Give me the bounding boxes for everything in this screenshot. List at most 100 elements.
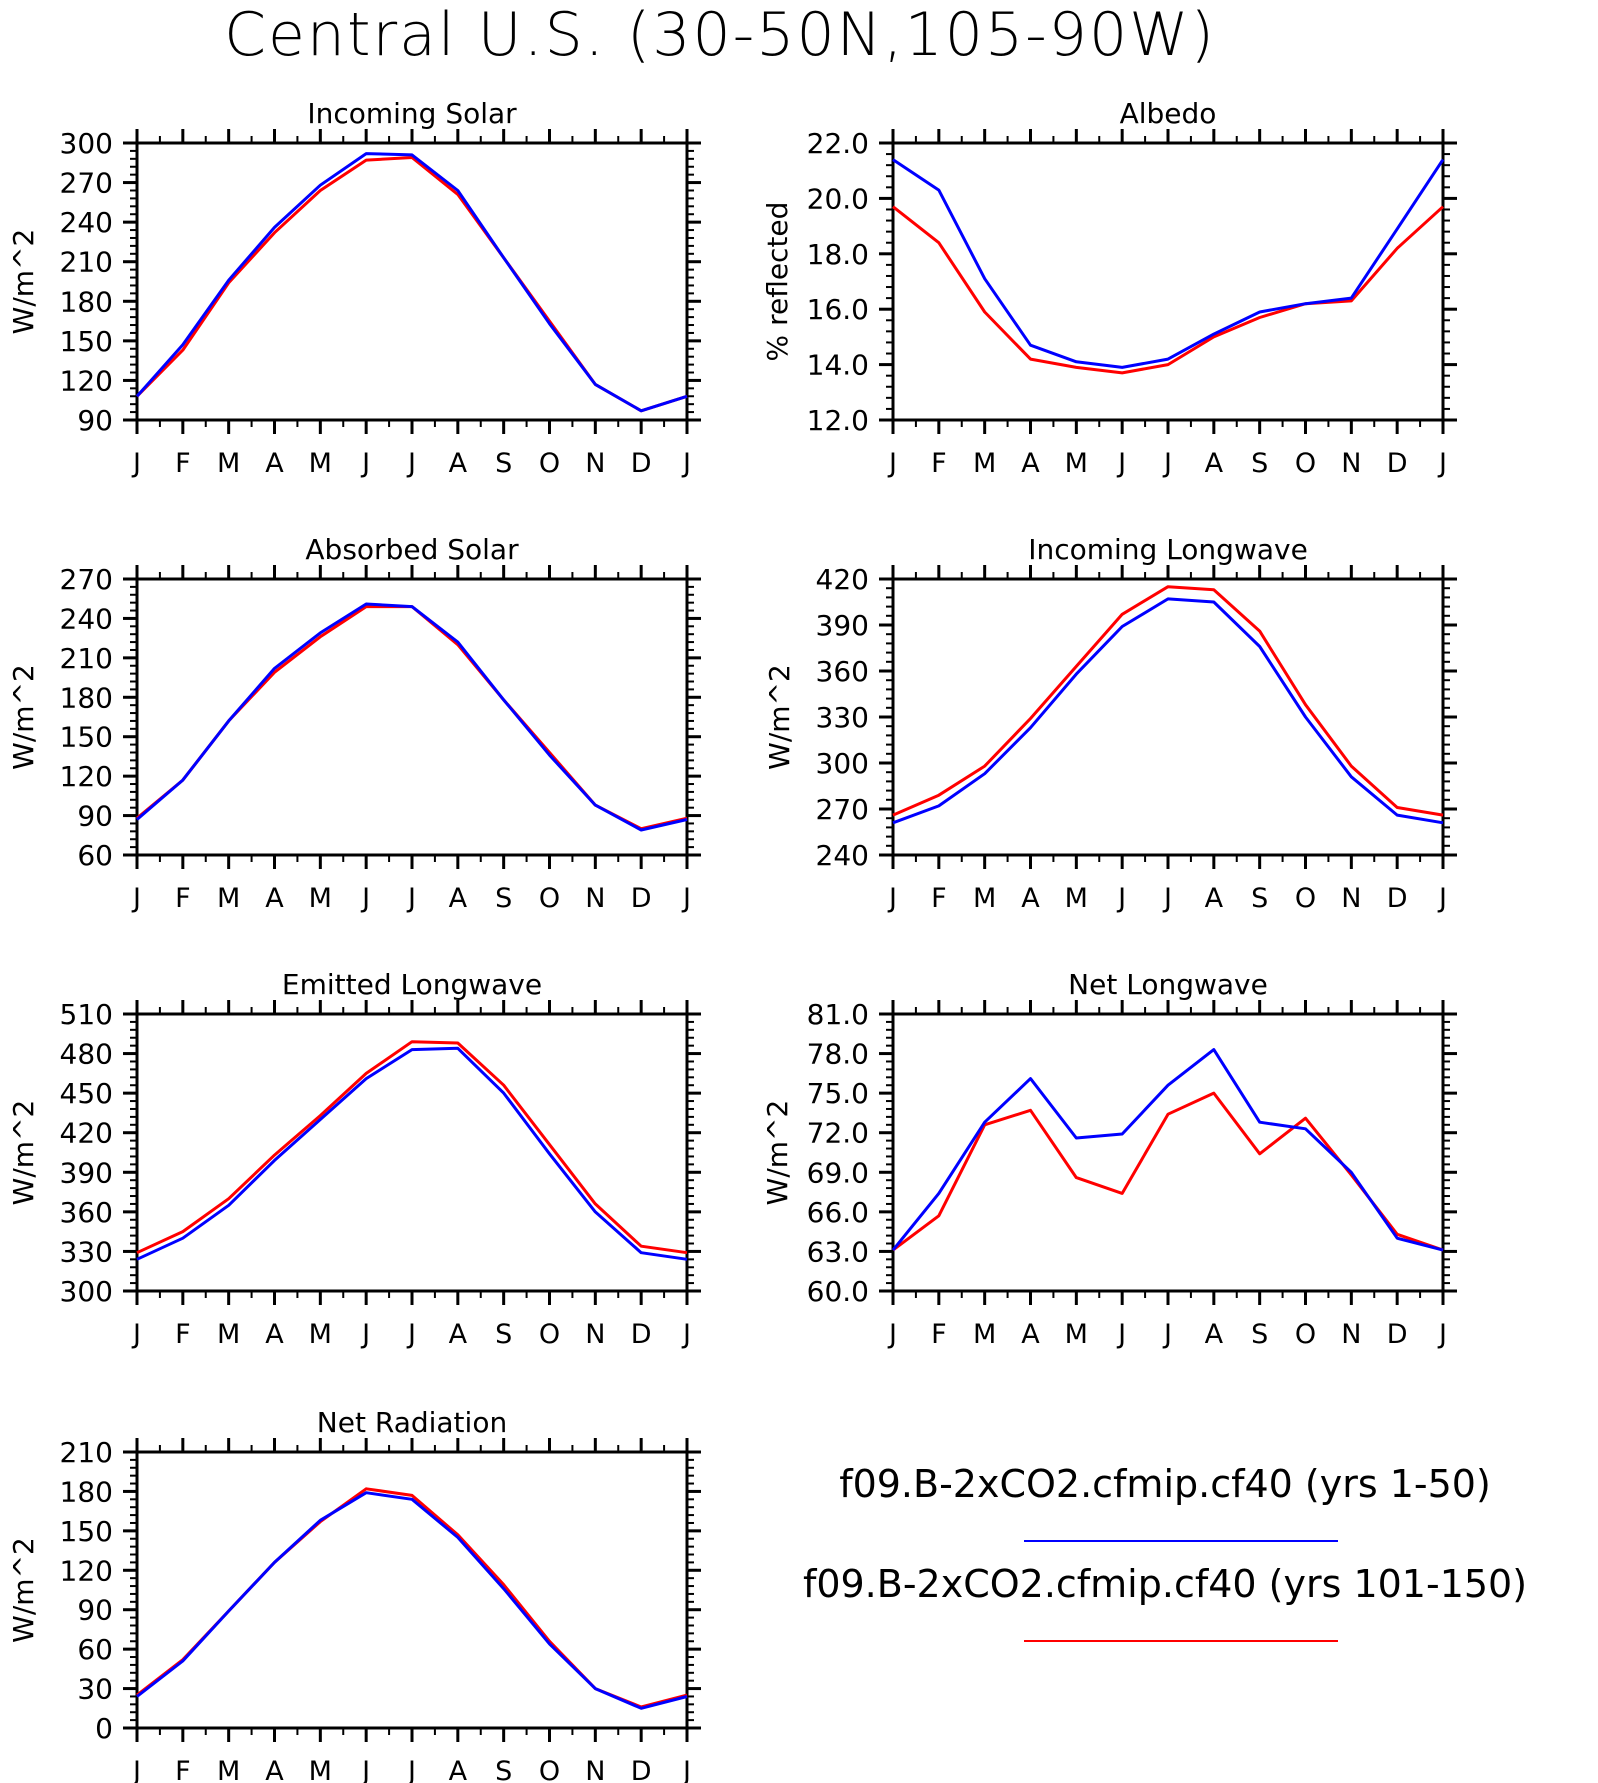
x-tick-label: M — [1065, 1319, 1088, 1350]
x-tick-label: A — [1021, 448, 1040, 479]
y-tick-label: 66.0 — [807, 1196, 869, 1229]
series-line-blue — [136, 602, 688, 832]
y-tick-label: 18.0 — [807, 238, 869, 271]
series-line-red — [892, 585, 1444, 817]
x-tick-label: M — [973, 1319, 996, 1350]
x-tick-label: J — [1437, 448, 1447, 479]
x-tick-label: F — [175, 1756, 191, 1783]
x-tick-label: N — [585, 1756, 605, 1783]
y-axis-label: W/m^2 — [761, 1100, 794, 1206]
x-tick-label: O — [539, 1319, 560, 1350]
x-tick-label: J — [887, 1319, 897, 1350]
x-tick-label: N — [1341, 883, 1361, 914]
chart-panel-5: J F M A M J J A S O N D J300330360390420450480510Emi… — [7, 968, 701, 1350]
x-tick-label: J — [681, 883, 691, 914]
y-tick-label: 120 — [60, 760, 113, 793]
x-tick-label: J — [1437, 1319, 1447, 1350]
y-tick-label: 300 — [816, 747, 869, 780]
y-tick-label: 180 — [60, 285, 113, 318]
x-tick-label: M — [217, 448, 240, 479]
y-tick-label: 60.0 — [807, 1275, 869, 1308]
x-tick-label: O — [539, 883, 560, 914]
x-tick-label: S — [495, 448, 512, 479]
series-line-blue — [892, 158, 1445, 369]
x-tick-label: J — [131, 1756, 141, 1783]
plot-frame — [891, 1012, 1445, 1293]
x-tick-label: J — [681, 448, 691, 479]
x-tick-label: F — [175, 448, 191, 479]
y-tick-label: 330 — [816, 701, 869, 734]
series-line-blue — [891, 1048, 1444, 1252]
x-tick-label: S — [495, 1756, 512, 1783]
x-tick-label: J — [887, 448, 897, 479]
x-tick-label: J — [887, 883, 897, 914]
x-tick-label: D — [1387, 883, 1408, 914]
x-tick-label: A — [449, 883, 468, 914]
x-tick-label: A — [449, 448, 468, 479]
y-tick-label: 300 — [60, 1275, 113, 1308]
x-tick-label: M — [973, 448, 996, 479]
y-tick-label: 16.0 — [807, 293, 869, 326]
x-tick-label: J — [360, 1756, 370, 1783]
x-tick-label: A — [265, 448, 284, 479]
y-tick-label: 450 — [60, 1077, 113, 1110]
plot-frame — [135, 1450, 689, 1730]
y-tick-label: 270 — [816, 793, 869, 826]
x-tick-label: O — [1295, 448, 1316, 479]
y-axis-label: W/m^2 — [7, 1100, 40, 1206]
y-tick-label: 120 — [60, 1554, 113, 1587]
x-tick-label: D — [631, 1319, 652, 1350]
y-tick-label: 20.0 — [807, 182, 869, 215]
x-tick-label: S — [495, 883, 512, 914]
x-tick-label: J — [1116, 1319, 1126, 1350]
y-tick-label: 270 — [60, 167, 113, 200]
y-tick-label: 81.0 — [807, 998, 869, 1031]
plot-frame — [891, 141, 1445, 422]
x-tick-label: M — [309, 883, 332, 914]
x-tick-label: M — [309, 1319, 332, 1350]
series-line-red — [136, 1040, 688, 1255]
y-tick-label: 360 — [816, 655, 869, 688]
chart-title: Net Longwave — [1068, 968, 1268, 1001]
x-tick-label: O — [1295, 1319, 1316, 1350]
x-tick-label: J — [360, 448, 370, 479]
x-tick-label: M — [973, 883, 996, 914]
x-tick-label: M — [309, 448, 332, 479]
x-tick-label: J — [681, 1756, 691, 1783]
y-axis-label: W/m^2 — [7, 229, 40, 335]
x-tick-label: J — [681, 1319, 691, 1350]
series-line-red — [892, 1091, 1444, 1252]
x-tick-label: J — [131, 448, 141, 479]
x-tick-label: J — [360, 1319, 370, 1350]
y-axis-label: % reflected — [761, 202, 794, 362]
x-tick-label: F — [931, 883, 947, 914]
x-tick-label: J — [406, 1319, 416, 1350]
x-tick-label: A — [1205, 1319, 1224, 1350]
x-tick-label: J — [1162, 883, 1172, 914]
x-tick-label: A — [1205, 883, 1224, 914]
x-tick-label: N — [585, 1319, 605, 1350]
chart-title: Emitted Longwave — [282, 968, 542, 1001]
x-tick-label: J — [360, 883, 370, 914]
x-tick-label: O — [1295, 883, 1316, 914]
y-tick-label: 210 — [60, 1436, 113, 1469]
y-tick-label: 390 — [60, 1156, 113, 1189]
y-tick-label: 78.0 — [807, 1038, 869, 1071]
x-tick-label: S — [1251, 448, 1268, 479]
y-tick-label: 150 — [60, 325, 113, 358]
y-tick-label: 120 — [60, 364, 113, 397]
y-tick-label: 480 — [60, 1038, 113, 1071]
series-line-blue — [136, 1046, 688, 1261]
y-tick-label: 63.0 — [807, 1235, 869, 1268]
chart-panel-2: J F M A M J J A S O N D J12.014.016.018.020.022.0Alb… — [761, 97, 1457, 479]
x-tick-label: A — [449, 1756, 468, 1783]
y-tick-label: 75.0 — [807, 1077, 869, 1110]
series-line-red — [136, 1487, 688, 1709]
x-tick-label: S — [1251, 883, 1268, 914]
plot-frame — [135, 141, 689, 422]
y-axis-label: W/m^2 — [7, 1537, 40, 1643]
y-tick-label: 420 — [816, 563, 869, 596]
x-tick-label: A — [1021, 1319, 1040, 1350]
y-tick-label: 150 — [60, 721, 113, 754]
